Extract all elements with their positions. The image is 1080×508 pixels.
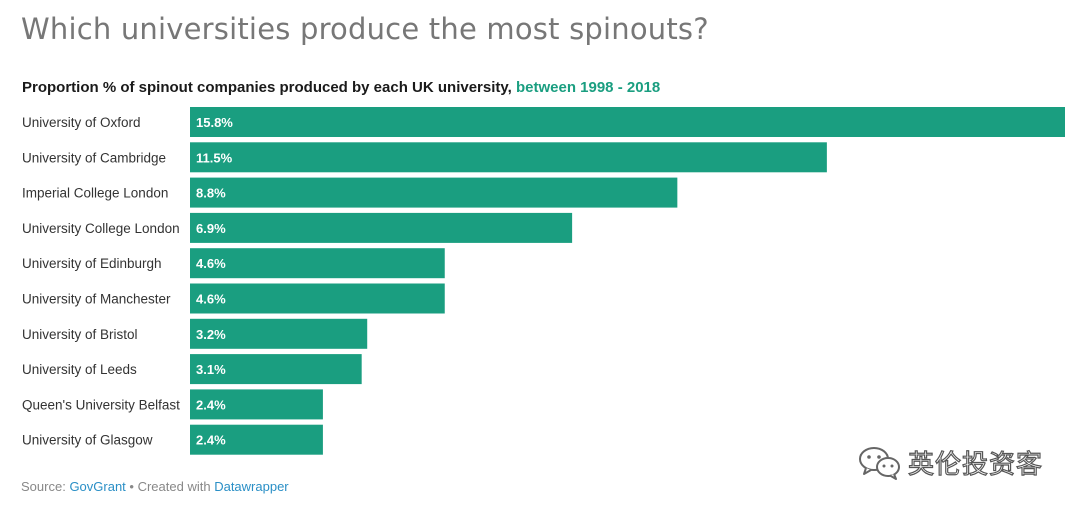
bar[interactable] (190, 389, 323, 420)
chart-subtitle: Proportion % of spinout companies produc… (22, 79, 660, 96)
bar[interactable] (190, 142, 827, 173)
watermark-text: 英伦投资客 (907, 449, 1044, 480)
bar-value-label: 4.6% (196, 256, 226, 271)
category-label: University of Leeds (22, 362, 137, 377)
bar[interactable] (190, 212, 573, 243)
category-label: University of Edinburgh (22, 256, 162, 271)
bar-value-label: 2.4% (196, 433, 226, 448)
bar[interactable] (190, 424, 323, 455)
bar-value-label: 4.6% (196, 292, 226, 307)
bar[interactable] (190, 318, 368, 349)
category-label: University of Cambridge (22, 150, 166, 165)
category-label: University of Oxford (22, 115, 141, 130)
category-label: University of Bristol (22, 327, 138, 342)
bar[interactable] (190, 107, 1065, 137)
bar-value-label: 11.5% (196, 150, 233, 165)
category-label: Queen's University Belfast (22, 397, 180, 412)
bar[interactable] (190, 354, 362, 385)
bar-value-label: 15.8% (196, 115, 233, 130)
wechat-icon (859, 446, 900, 480)
bar-value-label: 6.9% (196, 221, 226, 236)
datawrapper-link[interactable]: Datawrapper (214, 479, 289, 494)
page-title: Which universities produce the most spin… (21, 12, 709, 46)
subtitle-date-range: between 1998 - 2018 (515, 79, 661, 96)
bar[interactable] (190, 177, 678, 208)
bar-value-label: 3.1% (196, 362, 226, 377)
category-label: University of Manchester (22, 292, 171, 307)
bar-value-label: 8.8% (196, 186, 226, 201)
source-label: Source: (21, 479, 66, 494)
category-label: Imperial College London (22, 186, 168, 201)
bar[interactable] (190, 248, 445, 279)
source-link[interactable]: GovGrant (69, 479, 126, 494)
bar-value-label: 2.4% (196, 397, 226, 412)
bar-value-label: 3.2% (196, 327, 226, 342)
created-with-text: • Created with (129, 479, 211, 494)
subtitle-main: Proportion % of spinout companies produc… (22, 79, 512, 96)
chart-footer: Source: GovGrant • Created with Datawrap… (21, 479, 289, 494)
category-label: University of Glasgow (22, 433, 153, 448)
watermark: 英伦投资客 (858, 444, 1043, 481)
category-label: University College London (22, 221, 180, 236)
bar[interactable] (190, 283, 445, 314)
